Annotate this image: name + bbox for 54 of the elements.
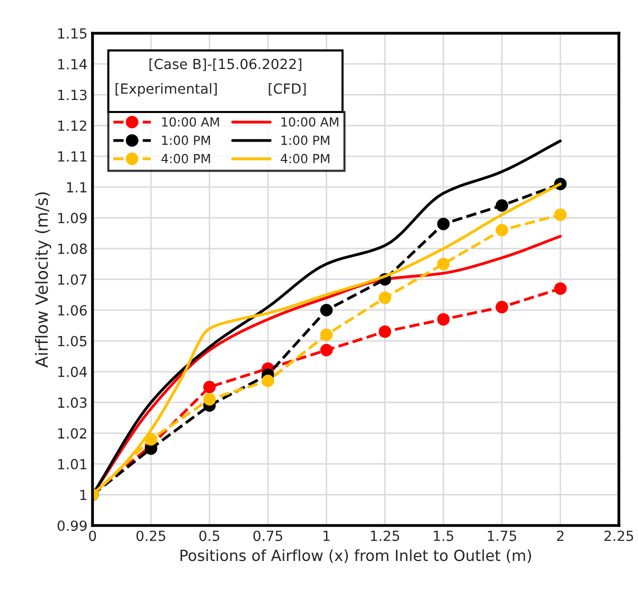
legend-label: 1:00 PM (162, 136, 210, 146)
point (437, 218, 450, 230)
x-tick-label: 0.5 (199, 530, 220, 542)
y-tick-label: 1.04 (58, 366, 87, 378)
y-tick-label: 1.07 (58, 274, 86, 285)
x-tick-label: 1.75 (488, 530, 516, 542)
x-tick-label: 1 (324, 530, 330, 541)
y-tick-label: 1.11 (58, 151, 86, 162)
point (262, 374, 274, 388)
x-tick-label: 0.75 (253, 530, 282, 542)
point (378, 292, 392, 304)
y-tick-label: 1.01 (58, 458, 86, 470)
y-tick-label: 1.03 (58, 397, 87, 408)
point (320, 344, 333, 356)
y-tick-label: 1.06 (58, 305, 87, 316)
legend-title: [Case B]-[15.06.2022] (150, 58, 302, 71)
point (496, 224, 508, 236)
y-axis-title: Airflow Velocity (m/s) (35, 192, 52, 368)
y-tick-label: 1.13 (58, 90, 87, 100)
y-tick-label: 1.02 (58, 428, 86, 439)
x-tick-label: 0.25 (136, 530, 166, 542)
y-tick-label: 1 (80, 490, 86, 500)
annotation: [Experimental] (116, 83, 217, 97)
point (203, 393, 216, 406)
legend-label: 1:00 PM (282, 136, 330, 146)
legend-label: 10:00 AM (162, 117, 219, 127)
legend-label: 4:00 PM (280, 154, 330, 164)
point (554, 282, 567, 295)
annotation: [CFD] (268, 83, 306, 96)
legend-label: 4:00 PM (161, 154, 210, 164)
y-tick-label: 1.12 (58, 120, 86, 131)
point (378, 325, 392, 338)
x-tick-label: 2 (556, 530, 564, 541)
y-tick-label: 1.09 (58, 212, 87, 224)
point (203, 380, 216, 394)
point (496, 300, 508, 314)
point (320, 328, 333, 341)
y-tick-label: 1.05 (58, 336, 86, 346)
point (320, 304, 333, 316)
x-tick-label: 1.5 (434, 530, 454, 542)
x-axis-title: Positions of Airflow (x) from Inlet to Outlet (m) (180, 549, 532, 563)
x-tick-label: 2.25 (604, 530, 634, 542)
point (437, 258, 450, 270)
point (554, 208, 567, 221)
y-tick-label: 1.08 (58, 244, 87, 254)
x-tick-label: 0 (89, 530, 96, 542)
y-tick-label: 1.15 (58, 28, 86, 39)
y-tick-label: 0.99 (58, 520, 87, 531)
y-tick-label: 1.14 (58, 59, 87, 70)
legend-label: 10:00 AM (282, 117, 338, 127)
y-tick-label: 1.1 (67, 182, 86, 192)
x-tick-label: 1.25 (370, 530, 400, 542)
point (496, 199, 508, 212)
point (437, 313, 450, 326)
